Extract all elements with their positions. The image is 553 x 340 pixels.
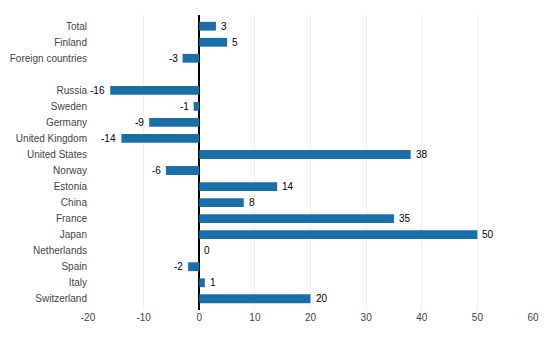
svg-text:Netherlands: Netherlands xyxy=(33,245,87,256)
svg-text:Estonia: Estonia xyxy=(54,181,88,192)
svg-text:United Kingdom: United Kingdom xyxy=(16,133,87,144)
svg-text:-9: -9 xyxy=(135,117,144,128)
svg-text:-20: -20 xyxy=(81,312,96,323)
svg-text:Germany: Germany xyxy=(46,117,87,128)
svg-text:Japan: Japan xyxy=(60,229,87,240)
svg-text:14: 14 xyxy=(282,181,294,192)
svg-text:Total: Total xyxy=(66,21,87,32)
svg-text:-10: -10 xyxy=(136,312,151,323)
svg-text:30: 30 xyxy=(361,312,373,323)
svg-text:20: 20 xyxy=(305,312,317,323)
svg-text:France: France xyxy=(56,213,88,224)
svg-text:8: 8 xyxy=(249,197,255,208)
svg-text:35: 35 xyxy=(399,213,411,224)
svg-text:United States: United States xyxy=(27,149,87,160)
svg-text:38: 38 xyxy=(416,149,428,160)
svg-text:Sweden: Sweden xyxy=(51,101,87,112)
svg-text:Finland: Finland xyxy=(54,37,87,48)
svg-text:0: 0 xyxy=(204,245,210,256)
svg-text:60: 60 xyxy=(527,312,539,323)
svg-text:Italy: Italy xyxy=(69,277,87,288)
svg-text:Foreign countries: Foreign countries xyxy=(10,53,87,64)
svg-text:China: China xyxy=(61,197,88,208)
svg-text:-3: -3 xyxy=(169,53,178,64)
svg-text:20: 20 xyxy=(316,293,328,304)
svg-text:Switzerland: Switzerland xyxy=(35,293,87,304)
svg-text:-1: -1 xyxy=(180,101,189,112)
svg-text:3: 3 xyxy=(221,21,227,32)
svg-text:-6: -6 xyxy=(152,165,161,176)
svg-text:-14: -14 xyxy=(101,133,116,144)
svg-text:0: 0 xyxy=(196,312,202,323)
svg-text:40: 40 xyxy=(416,312,428,323)
svg-text:Spain: Spain xyxy=(61,261,87,272)
svg-text:Norway: Norway xyxy=(53,165,87,176)
svg-text:1: 1 xyxy=(210,277,216,288)
svg-text:50: 50 xyxy=(472,312,484,323)
svg-text:10: 10 xyxy=(249,312,261,323)
svg-text:5: 5 xyxy=(232,37,238,48)
svg-text:50: 50 xyxy=(482,229,494,240)
svg-text:-16: -16 xyxy=(90,85,105,96)
svg-text:-2: -2 xyxy=(174,261,183,272)
svg-text:Russia: Russia xyxy=(56,85,87,96)
